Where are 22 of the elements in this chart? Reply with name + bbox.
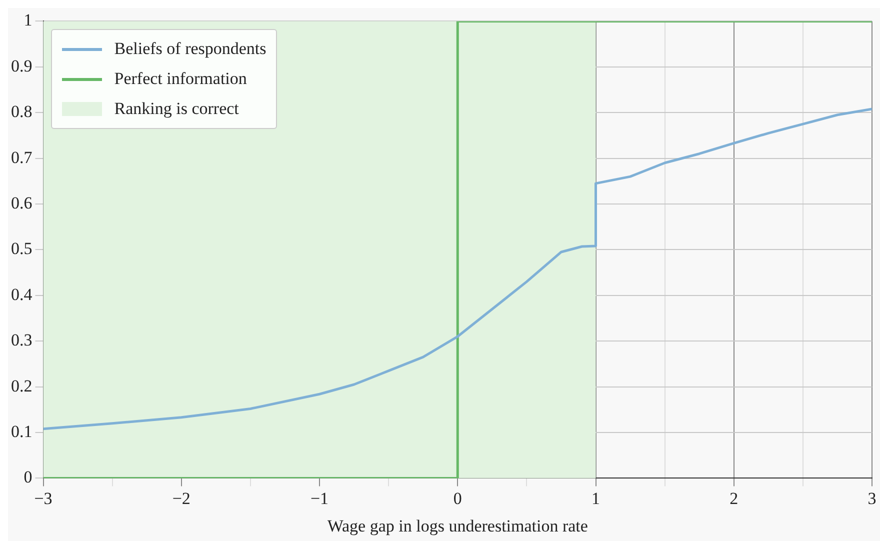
x-tick-label: −2 [172, 488, 190, 508]
legend-label: Beliefs of respondents [114, 39, 266, 60]
y-tick-label: 0.1 [11, 422, 32, 441]
x-tick-label: −3 [34, 488, 52, 508]
y-tick-label: 0.3 [11, 330, 32, 350]
x-tick-label: 3 [868, 488, 876, 508]
y-tick-label: 1 [24, 10, 32, 30]
y-tick-label: 0.8 [11, 102, 32, 122]
x-tick-label: 0 [453, 488, 462, 508]
y-tick-label: 0.2 [11, 376, 32, 396]
y-tick-label: 0.9 [11, 56, 32, 76]
x-tick-label: 1 [592, 488, 600, 508]
y-tick-label: 0 [24, 468, 32, 487]
band-label: Ranking is correct [114, 99, 239, 120]
legend-label: Perfect information [114, 69, 247, 90]
x-tick-label: 2 [730, 488, 738, 508]
x-axis-title: Wage gap in logs underestimation rate [327, 516, 588, 536]
y-tick-label: 0.5 [11, 239, 32, 258]
y-tick-label: 0.7 [11, 148, 33, 167]
x-tick-label: −1 [310, 488, 329, 508]
y-tick-label: 0.4 [11, 284, 33, 304]
y-tick-label: 0.6 [11, 193, 32, 212]
